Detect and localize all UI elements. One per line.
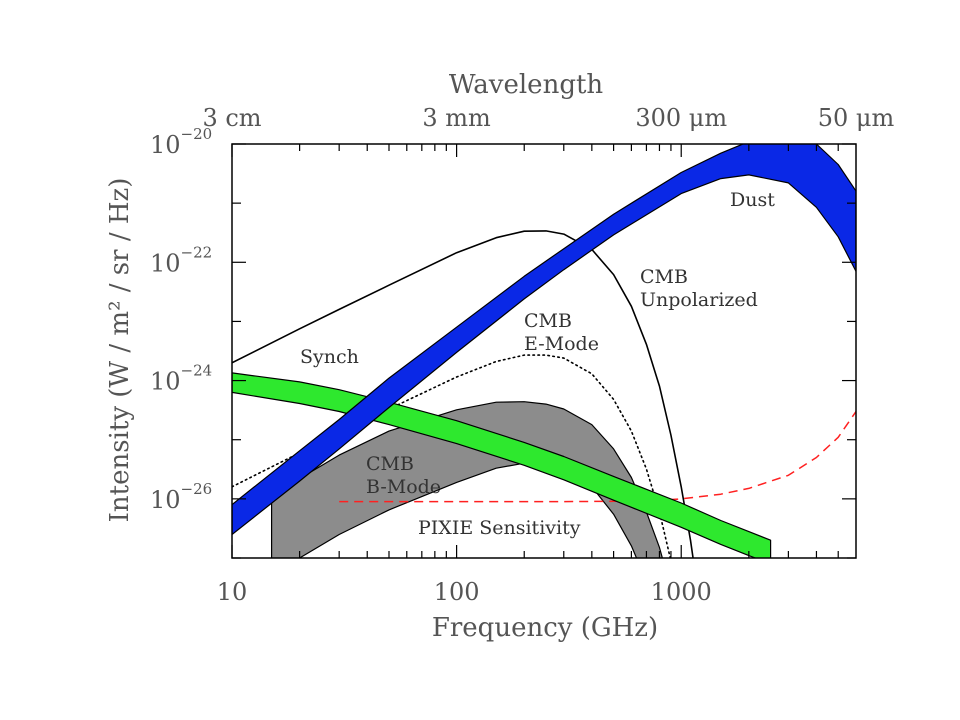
synch-band (232, 372, 772, 558)
series-label-cmb-e-mode: CMB (524, 310, 572, 332)
y-tick-label: 10−26 (150, 480, 212, 514)
series-layer (232, 144, 856, 558)
labels-layer: 10 100 1000 10−20 10−22 10−24 10−26 3 cm 3 mm 300… (150, 104, 895, 606)
series-label-synch: Synch (300, 346, 359, 368)
y-tick-label: 10−22 (150, 243, 212, 277)
x-tick-label: 100 (434, 578, 480, 606)
top-axis-tick-label: 300 μm (635, 104, 727, 132)
ticks-layer (231, 143, 856, 559)
series-label-pixie-sensitivity: PIXIE Sensitivity (418, 517, 581, 539)
plot-frame (231, 143, 857, 559)
y-axis-title: Intensity (W / m² / sr / Hz) (105, 178, 135, 523)
dust-band (232, 144, 856, 536)
y-tick-label: 10−24 (150, 362, 212, 396)
series-label-cmb-unpolarized: CMB (640, 266, 688, 288)
x-axis-title: Frequency (GHz) (432, 613, 658, 643)
y-tick-label: 10−20 (150, 125, 212, 159)
series-label-cmb-b-mode: B-Mode (366, 476, 441, 498)
x-tick-label: 10 (217, 578, 248, 606)
series-label-dust: Dust (730, 189, 775, 211)
top-axis-tick-label: 3 cm (202, 104, 261, 132)
x-tick-label: 1000 (651, 578, 712, 606)
series-label-cmb-e-mode: E-Mode (524, 333, 599, 355)
series-label-cmb-unpolarized: Unpolarized (640, 289, 758, 311)
series-label-cmb-b-mode: CMB (366, 453, 414, 475)
cmb-b-mode-band (271, 401, 663, 558)
top-axis-tick-label: 50 μm (818, 104, 895, 132)
top-axis-tick-label: 3 mm (422, 104, 491, 132)
top-axis-title: Wavelength (449, 70, 604, 100)
